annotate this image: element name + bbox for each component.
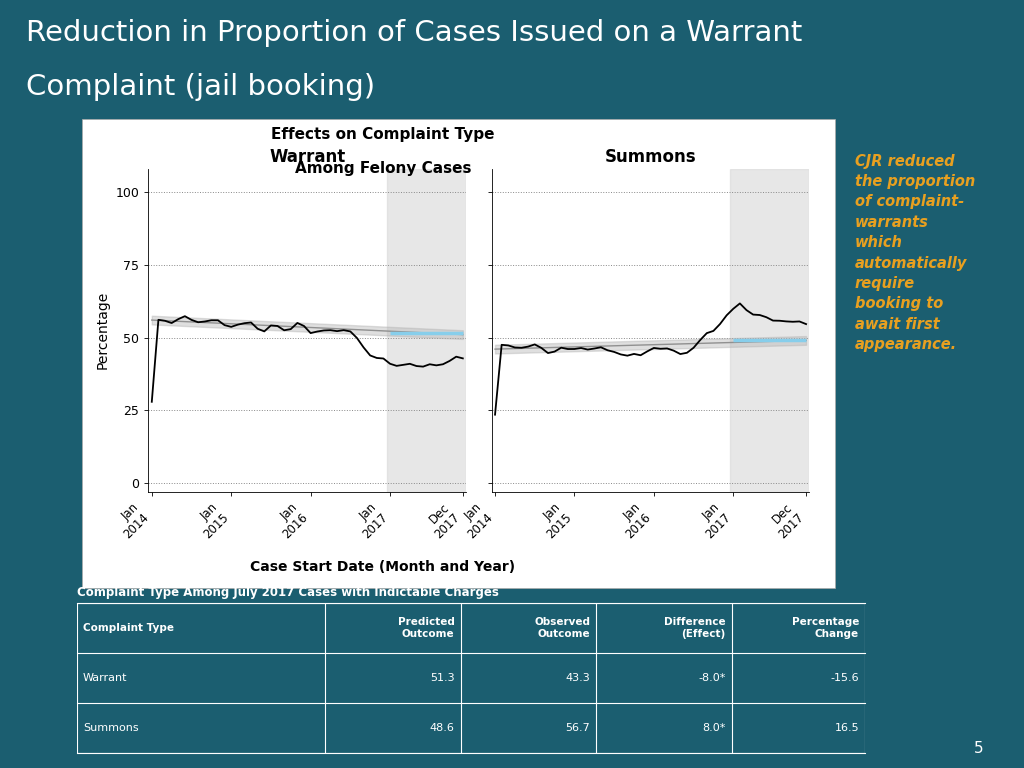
Text: Reduction in Proportion of Cases Issued on a Warrant: Reduction in Proportion of Cases Issued … xyxy=(26,19,802,47)
Text: Effects on Complaint Type: Effects on Complaint Type xyxy=(271,127,495,142)
Text: Observed
Outcome: Observed Outcome xyxy=(535,617,590,639)
Text: Complaint Type: Complaint Type xyxy=(83,623,174,633)
Title: Warrant: Warrant xyxy=(269,148,345,166)
Text: Case Start Date (Month and Year): Case Start Date (Month and Year) xyxy=(251,560,515,574)
Bar xyxy=(730,169,809,492)
Text: 56.7: 56.7 xyxy=(565,723,590,733)
Text: -15.6: -15.6 xyxy=(830,673,859,683)
Text: Complaint Type Among July 2017 Cases with Indictable Charges: Complaint Type Among July 2017 Cases wit… xyxy=(77,586,499,599)
Bar xyxy=(387,169,466,492)
Text: 16.5: 16.5 xyxy=(835,723,859,733)
Text: Summons: Summons xyxy=(83,723,138,733)
Y-axis label: Percentage: Percentage xyxy=(96,291,110,369)
Text: Among Felony Cases: Among Felony Cases xyxy=(295,161,471,177)
Text: -8.0*: -8.0* xyxy=(698,673,726,683)
Text: 43.3: 43.3 xyxy=(565,673,590,683)
Text: Difference
(Effect): Difference (Effect) xyxy=(665,617,726,639)
Text: Complaint (jail booking): Complaint (jail booking) xyxy=(26,73,375,101)
Text: Warrant: Warrant xyxy=(83,673,128,683)
Text: Percentage
Change: Percentage Change xyxy=(792,617,859,639)
Text: 48.6: 48.6 xyxy=(430,723,455,733)
Title: Summons: Summons xyxy=(605,148,696,166)
Text: CJR reduced
the proportion
of complaint-
warrants
which
automatically
require
bo: CJR reduced the proportion of complaint-… xyxy=(855,154,975,353)
Text: Predicted
Outcome: Predicted Outcome xyxy=(397,617,455,639)
Text: 8.0*: 8.0* xyxy=(702,723,726,733)
Text: 51.3: 51.3 xyxy=(430,673,455,683)
Text: 5: 5 xyxy=(974,741,983,756)
